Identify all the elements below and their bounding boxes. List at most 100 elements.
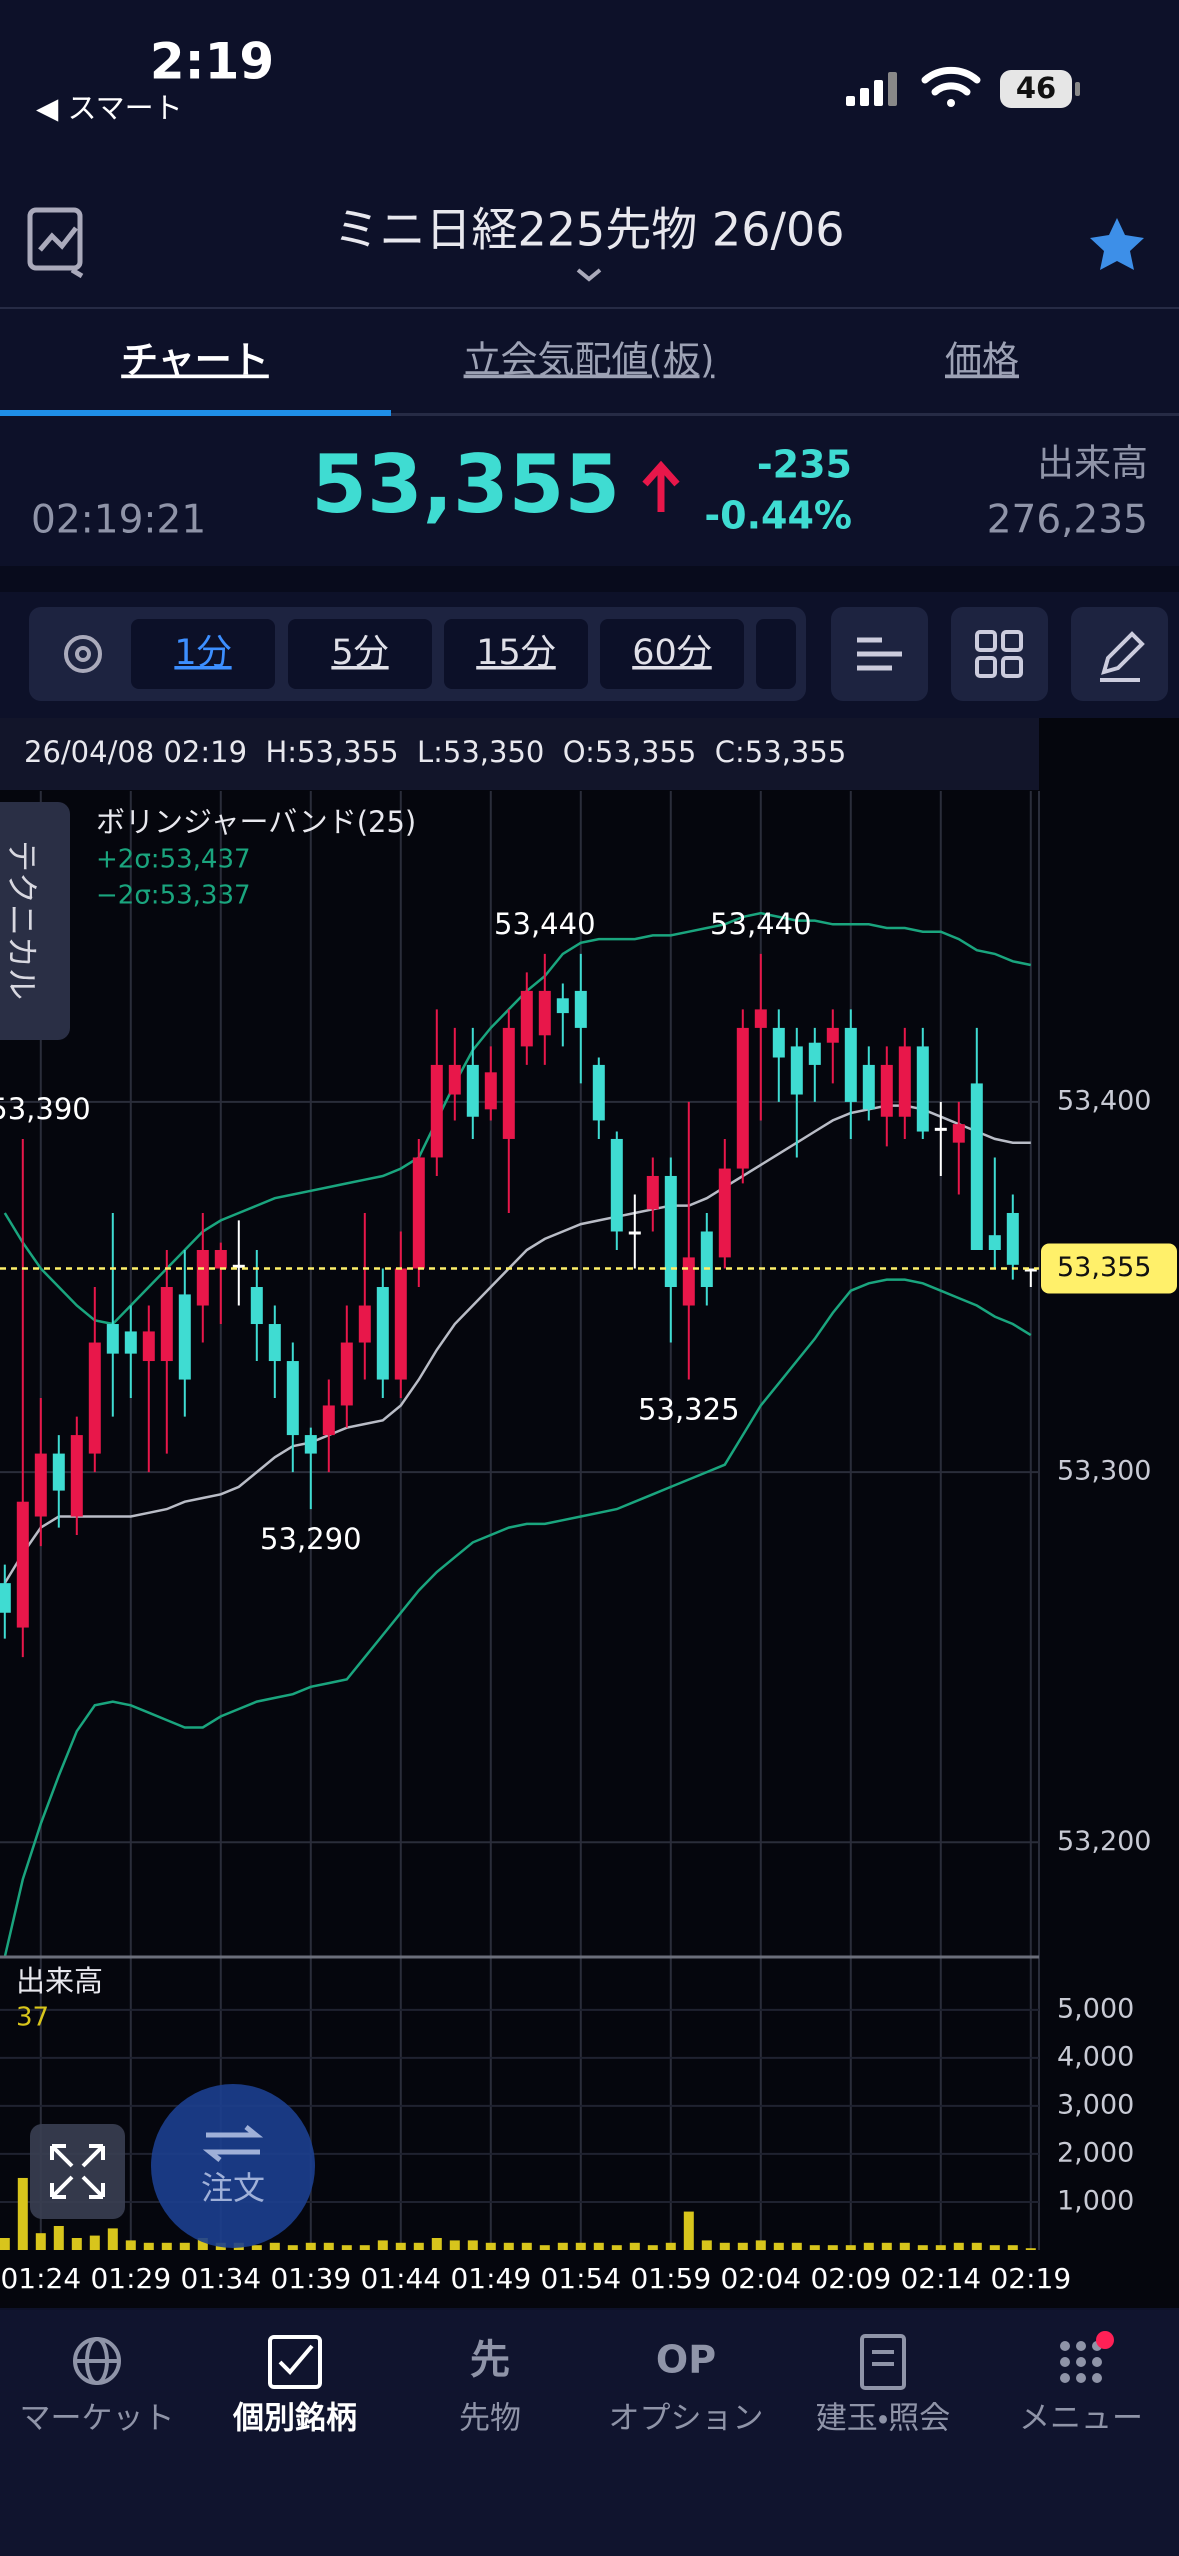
- quote-time: 02:19:21: [31, 498, 206, 543]
- x-tick-label: 01:49: [450, 2262, 531, 2295]
- volume-bar: [809, 2245, 820, 2250]
- technical-tab[interactable]: [0, 802, 70, 1040]
- candle-body: [682, 1257, 695, 1306]
- candle-body: [592, 1064, 605, 1121]
- nav-item[interactable]: 建玉・照会: [816, 2401, 951, 2437]
- settings-icon[interactable]: [64, 635, 102, 673]
- volume-bar: [539, 2245, 550, 2250]
- volume-bar: [989, 2245, 1000, 2250]
- order-label[interactable]: 注文: [201, 2169, 265, 2207]
- price-annotation: 53,325: [638, 1393, 739, 1427]
- nav-item[interactable]: 個別銘柄: [232, 2401, 357, 2437]
- candle-body: [484, 1072, 497, 1110]
- candle-body: [394, 1268, 407, 1380]
- x-tick-label: 02:04: [720, 2262, 801, 2295]
- tab[interactable]: 価格: [945, 339, 1019, 382]
- interval-button[interactable]: [756, 619, 796, 689]
- x-tick-label: 01:59: [630, 2262, 711, 2295]
- tab[interactable]: チャート: [121, 339, 269, 382]
- layout-button[interactable]: [951, 607, 1048, 701]
- indicator-label: +2σ:53,437: [96, 845, 251, 875]
- candle-body: [304, 1435, 317, 1454]
- candle-body: [448, 1064, 461, 1095]
- interval-label[interactable]: 1分: [174, 633, 231, 673]
- candle-body: [646, 1175, 659, 1210]
- candle-body: [880, 1064, 893, 1117]
- volume-bar: [1007, 2245, 1018, 2250]
- volume-bar: [701, 2240, 712, 2250]
- volume-bar: [449, 2240, 460, 2250]
- signal-icon: [846, 72, 897, 106]
- up-arrow: [642, 460, 680, 512]
- volume-label: 出来高: [1037, 442, 1148, 485]
- chart-background: [0, 718, 1179, 2308]
- candle-body: [286, 1361, 299, 1436]
- y-tick-label: 53,300: [1057, 1456, 1151, 1487]
- back-link[interactable]: ◀ スマート: [36, 91, 183, 125]
- chart-menu-icon[interactable]: [27, 207, 84, 279]
- nav-item[interactable]: マーケット: [20, 2401, 175, 2437]
- volume-bar: [467, 2240, 478, 2250]
- candle-body: [412, 1157, 425, 1269]
- candle-body: [502, 1027, 515, 1139]
- volume-bar: [269, 2242, 280, 2250]
- draw-button[interactable]: [1071, 607, 1168, 701]
- volume-bar: [35, 2233, 46, 2250]
- volume-bar: [1025, 2248, 1036, 2250]
- volume-bar: [431, 2237, 442, 2250]
- x-tick-label: 01:29: [90, 2262, 171, 2295]
- interval-label[interactable]: 5分: [331, 633, 388, 673]
- interval-label[interactable]: 60分: [632, 633, 712, 673]
- quote-change-pct: -0.44%: [704, 494, 852, 538]
- volume-bar: [53, 2225, 64, 2250]
- chart-type-icon: [857, 637, 902, 671]
- interval-button[interactable]: [600, 619, 744, 689]
- last-price-label: 53,355: [1057, 1252, 1151, 1283]
- tab[interactable]: 立会気配値(板): [464, 339, 715, 382]
- volume-bar: [719, 2242, 730, 2250]
- candle-body: [1006, 1212, 1019, 1265]
- volume-bar: [971, 2242, 982, 2250]
- candle-body: [556, 998, 569, 1014]
- interval-button[interactable]: [131, 619, 275, 689]
- layout-icon: [975, 630, 1023, 678]
- interval-button[interactable]: [288, 619, 432, 689]
- interval-label[interactable]: 15分: [476, 633, 556, 673]
- volume-bar: [413, 2242, 424, 2250]
- volume-bar: [305, 2242, 316, 2250]
- volume-bar: [953, 2242, 964, 2250]
- expand-button[interactable]: [30, 2124, 125, 2219]
- candle-body: [664, 1175, 677, 1288]
- nav-item[interactable]: オプション: [609, 2401, 764, 2437]
- volume-bar: [899, 2242, 910, 2250]
- order-button[interactable]: [151, 2084, 315, 2248]
- volume-bar: [845, 2245, 856, 2250]
- technical-tab-label[interactable]: テクニカル: [3, 840, 41, 1000]
- interval-button[interactable]: [444, 619, 588, 689]
- nav-item[interactable]: 先物: [459, 2401, 521, 2437]
- candle-body: [0, 1583, 11, 1613]
- quote-change: -235: [757, 443, 852, 487]
- candle-body: [1024, 1268, 1037, 1272]
- volume-bar: [359, 2245, 370, 2250]
- nav-bar: [0, 2310, 1179, 2556]
- battery-level: 46: [1016, 71, 1056, 105]
- volume-bar: [737, 2242, 748, 2250]
- candle-body: [124, 1331, 137, 1354]
- candle-body: [790, 1046, 803, 1095]
- nav-item[interactable]: メニュー: [1019, 2401, 1143, 2437]
- instrument-title[interactable]: ミニ日経225先物 26/06: [334, 203, 845, 257]
- favorite-star[interactable]: [1090, 218, 1144, 270]
- volume-bar: [521, 2242, 532, 2250]
- candle-body: [322, 1405, 335, 1436]
- candle-body: [16, 1501, 29, 1628]
- volume-bar: [647, 2245, 658, 2250]
- y2-tick-label: 3,000: [1057, 2089, 1134, 2120]
- candle-body: [70, 1435, 83, 1517]
- volume-bar: [17, 2177, 28, 2250]
- candle-body: [844, 1027, 857, 1102]
- candle-body: [232, 1264, 245, 1268]
- candle-body: [268, 1324, 281, 1362]
- candle-body: [340, 1342, 353, 1406]
- price-annotation: 53,440: [494, 907, 595, 941]
